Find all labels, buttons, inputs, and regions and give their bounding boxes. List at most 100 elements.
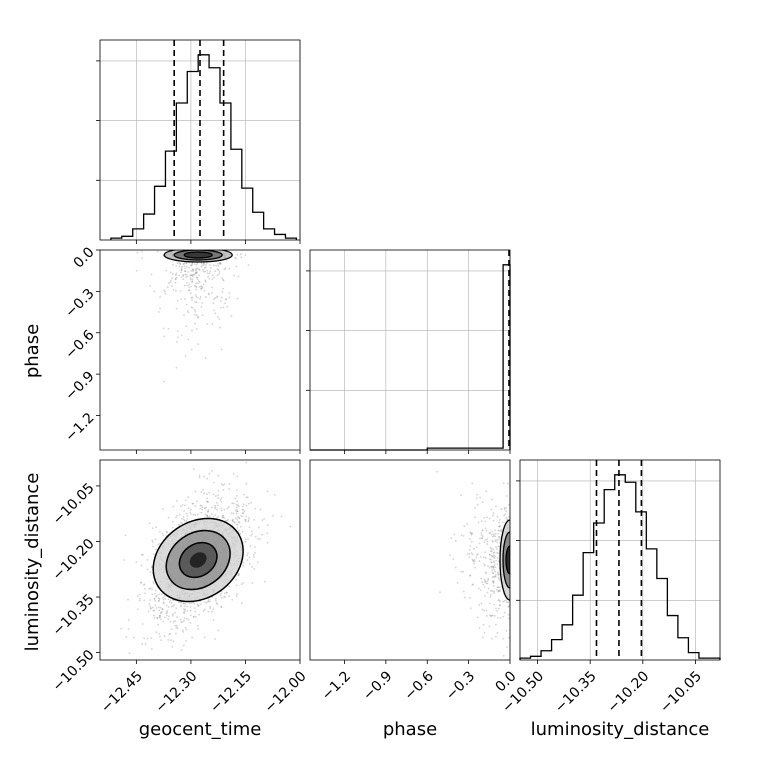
scatter-point [198, 474, 201, 477]
scatter-point [236, 510, 239, 513]
scatter-point [214, 506, 217, 509]
scatter-point [280, 515, 283, 518]
scatter-point [240, 602, 243, 605]
scatter-point [490, 554, 493, 557]
scatter-point [149, 571, 152, 574]
scatter-point [218, 273, 220, 275]
scatter-point [222, 514, 225, 517]
scatter-point [479, 589, 482, 592]
scatter-point [205, 296, 207, 298]
scatter-point [232, 472, 235, 475]
scatter-point [214, 495, 217, 497]
scatter-point [238, 516, 240, 519]
scatter-point [485, 529, 488, 532]
scatter-point [206, 269, 209, 272]
scatter-point [179, 521, 182, 524]
scatter-point [195, 267, 198, 270]
scatter-point [220, 497, 223, 499]
phase-vs-geocent-time-ytick-label-1: −0.9 [62, 368, 97, 403]
scatter-point [502, 654, 505, 657]
scatter-point [237, 505, 240, 507]
scatter-point [248, 502, 250, 505]
scatter-point [493, 592, 495, 595]
scatter-point [135, 269, 138, 272]
scatter-point [497, 578, 500, 580]
scatter-point [164, 292, 167, 295]
scatter-point [462, 590, 465, 593]
scatter-point [497, 586, 499, 589]
scatter-point [237, 529, 240, 532]
scatter-point [140, 250, 143, 253]
scatter-point [182, 631, 185, 633]
scatter-point [174, 611, 176, 614]
scatter-point [502, 600, 505, 603]
scatter-point [186, 284, 189, 287]
scatter-point [153, 598, 156, 600]
scatter-point [474, 566, 477, 569]
scatter-point [252, 555, 255, 558]
scatter-point [237, 572, 240, 575]
scatter-point [193, 313, 196, 316]
scatter-point [487, 577, 490, 580]
scatter-point [158, 632, 161, 635]
scatter-point [199, 507, 202, 510]
scatter-point [162, 327, 165, 330]
scatter-point [245, 504, 248, 507]
scatter-point [201, 268, 204, 271]
scatter-point [228, 291, 231, 294]
scatter-point [223, 508, 226, 511]
scatter-point [185, 276, 188, 279]
scatter-point [127, 619, 130, 621]
scatter-point [174, 278, 177, 280]
scatter-point [143, 583, 146, 586]
scatter-point [234, 257, 237, 260]
scatter-point [214, 297, 217, 299]
scatter-point [210, 291, 213, 294]
scatter-point [500, 529, 502, 532]
scatter-point [168, 615, 170, 618]
scatter-point [163, 595, 166, 598]
scatter-point [196, 513, 199, 516]
scatter-point [194, 310, 197, 313]
scatter-point [150, 273, 153, 276]
scatter-point [492, 519, 495, 522]
scatter-point [495, 538, 497, 541]
scatter-point [185, 325, 188, 328]
scatter-point [154, 589, 157, 592]
scatter-point [172, 520, 174, 523]
scatter-point [153, 597, 156, 600]
scatter-point [483, 586, 486, 588]
scatter-point [194, 271, 197, 274]
scatter-point [223, 592, 226, 595]
scatter-point [497, 607, 500, 610]
scatter-point [222, 287, 224, 290]
scatter-point [208, 272, 211, 275]
scatter-point [159, 296, 161, 299]
scatter-point [178, 601, 180, 604]
scatter-point [185, 273, 188, 276]
scatter-point [216, 508, 218, 511]
scatter-point [170, 279, 172, 282]
scatter-point [163, 616, 166, 619]
scatter-point [176, 624, 178, 627]
scatter-point [497, 590, 500, 593]
scatter-point [498, 586, 501, 589]
luminosity-distance-vs-geocent-time-ytick-label-0: −10.50 [50, 647, 98, 695]
scatter-point [177, 523, 180, 526]
scatter-point [214, 312, 217, 315]
scatter-point [194, 514, 197, 516]
scatter-point [161, 608, 164, 611]
scatter-point [156, 617, 159, 620]
scatter-point [149, 599, 151, 601]
scatter-point [499, 604, 501, 606]
scatter-point [179, 505, 182, 508]
scatter-point [217, 264, 220, 267]
scatter-point [491, 569, 494, 572]
scatter-point [168, 601, 171, 604]
scatter-point [482, 529, 484, 532]
scatter-point [185, 520, 188, 523]
scatter-point [209, 607, 212, 609]
scatter-point [120, 627, 123, 630]
scatter-point [497, 573, 500, 576]
scatter-point [214, 599, 217, 602]
